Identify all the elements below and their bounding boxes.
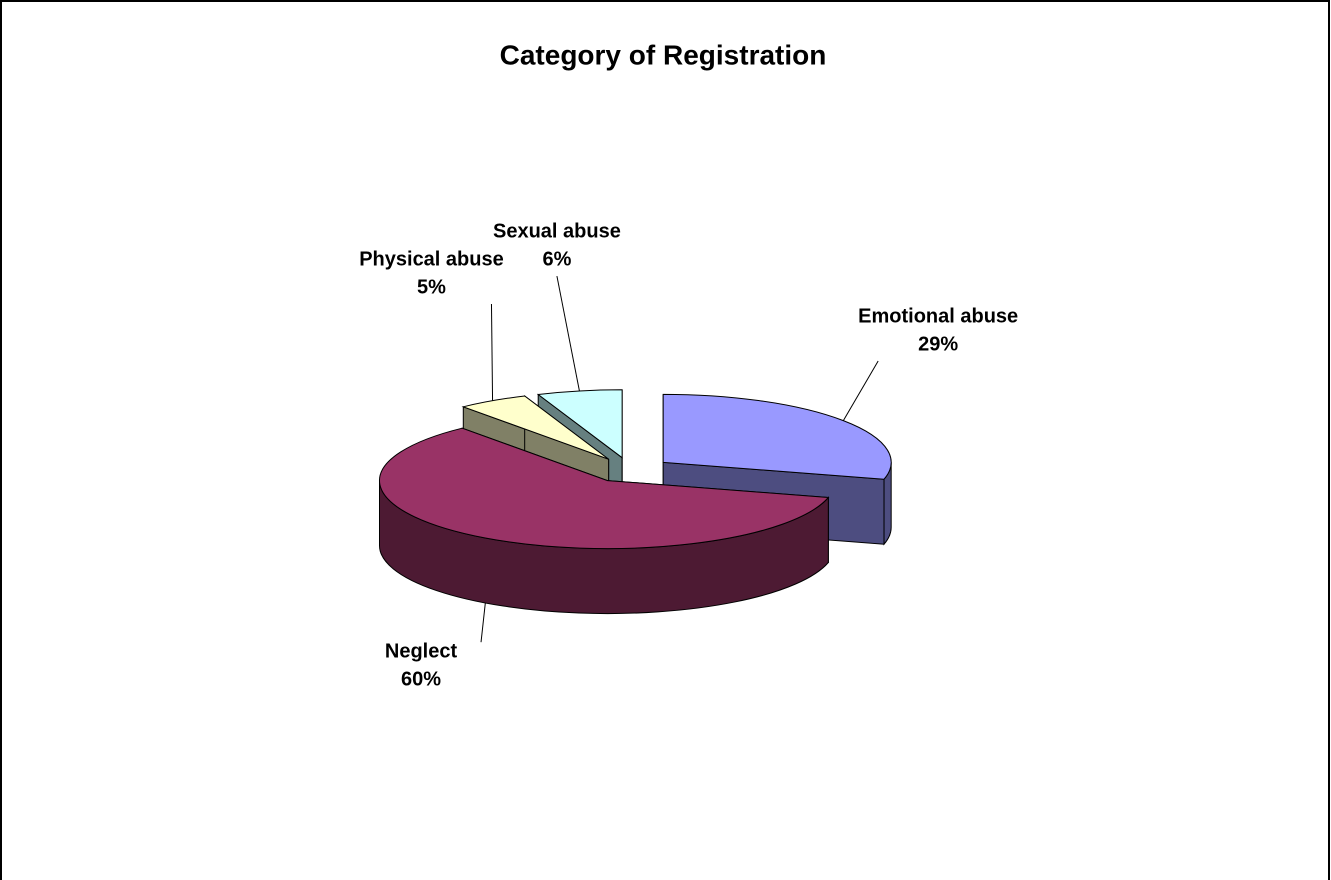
slice xyxy=(662,393,892,480)
slice xyxy=(536,389,623,459)
data-label-name: Emotional abuse xyxy=(858,305,1018,327)
data-label: 6% xyxy=(542,248,571,270)
leader-line xyxy=(490,304,494,401)
data-label-name: Neglect xyxy=(385,640,458,662)
data-label-name: Sexual abuse xyxy=(493,220,621,242)
slice xyxy=(378,427,830,550)
data-label-name: Physical abuse xyxy=(359,248,504,270)
leader-line xyxy=(842,360,879,421)
leader-line xyxy=(480,602,486,643)
leader-line xyxy=(556,275,580,391)
data-label: 29% xyxy=(918,333,958,355)
data-label: 5% xyxy=(417,276,446,298)
data-label: 60% xyxy=(401,668,441,690)
chart-title: Category of Registration xyxy=(500,39,827,70)
